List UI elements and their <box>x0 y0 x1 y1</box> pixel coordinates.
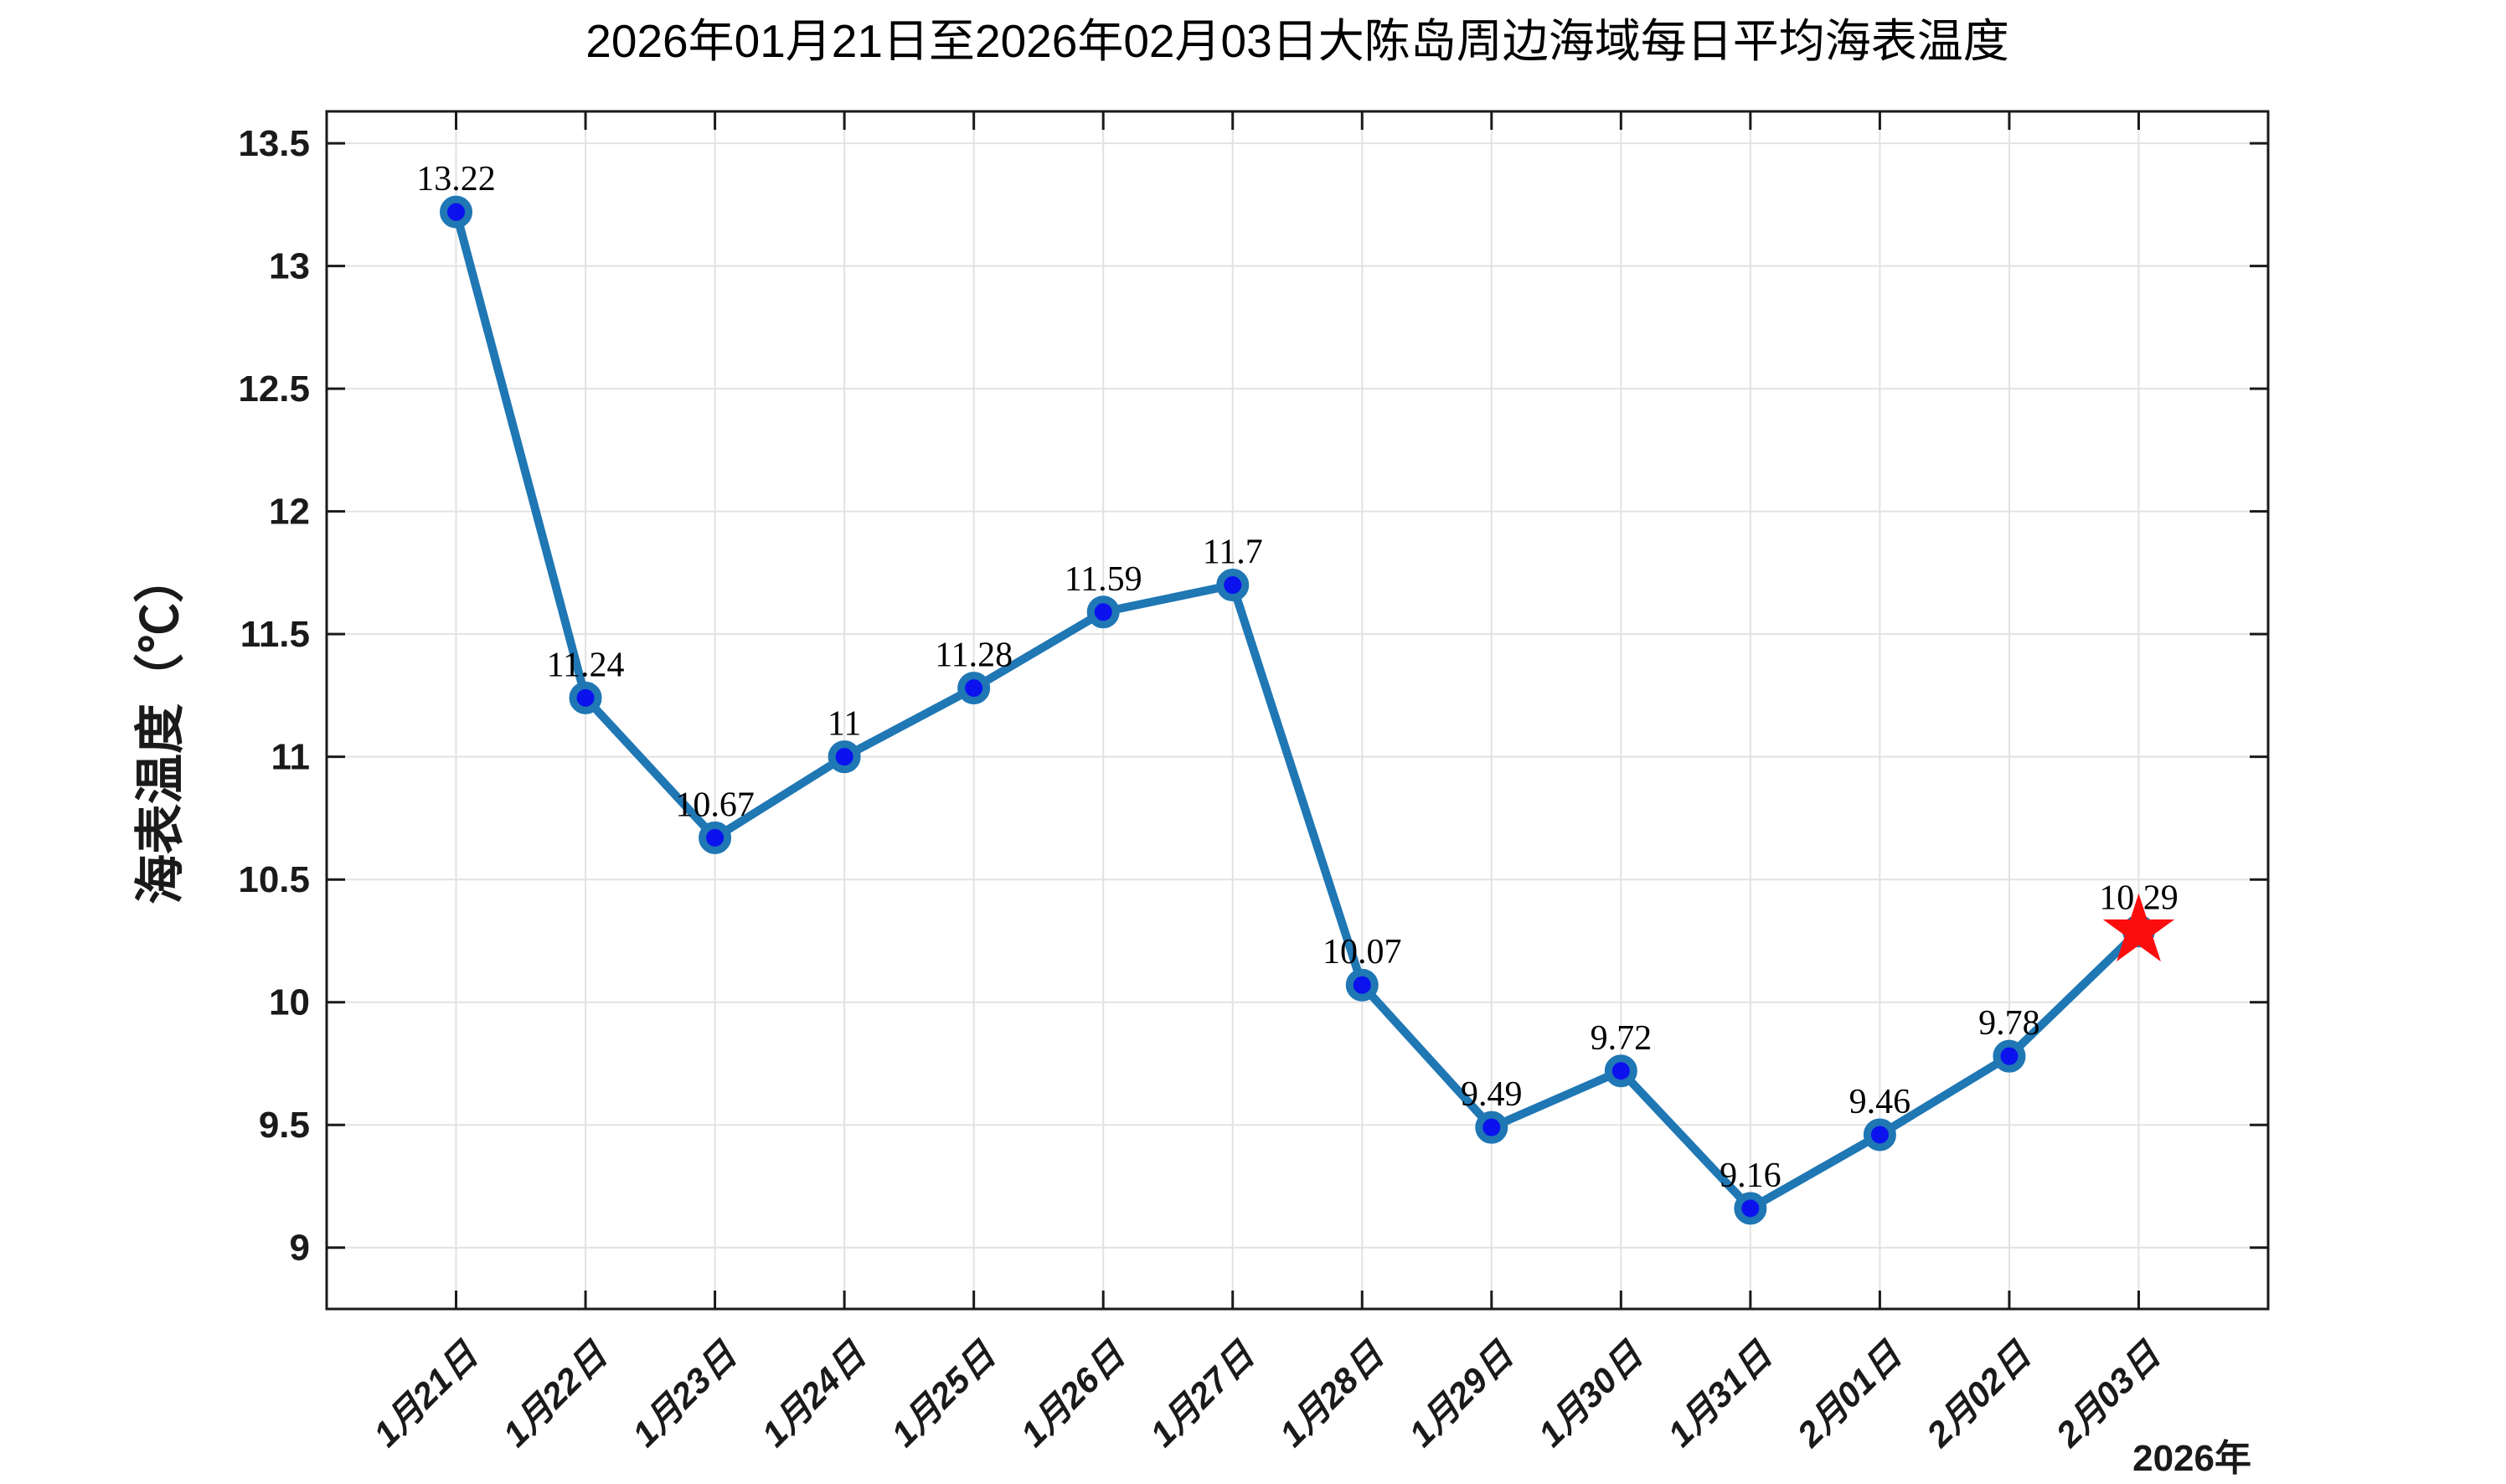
chart-title: 2026年01月21日至2026年02月03日大陈岛周边海域每日平均海表温度 <box>585 15 2008 67</box>
data-point-marker <box>1863 1118 1896 1152</box>
x-tick-label: 1月29日 <box>1401 1334 1522 1455</box>
data-point-marker <box>1604 1054 1637 1088</box>
data-point-marker <box>957 672 991 705</box>
data-point-label: 9.72 <box>1591 1019 1653 1058</box>
data-point-label: 11.7 <box>1203 533 1263 572</box>
y-tick-labels: 9 9.5 10 10.5 11 11.5 12 12.5 13 13.5 <box>238 123 310 1269</box>
x-tick-label: 1月26日 <box>1013 1334 1133 1455</box>
y-axis-label: 海表温度（℃） <box>132 553 188 904</box>
x-tick-label: 2月03日 <box>2048 1334 2168 1455</box>
y-tick-label: 9.5 <box>259 1105 310 1146</box>
axes-box <box>325 110 2270 1311</box>
x-tick-label: 1月24日 <box>754 1334 874 1455</box>
y-tick-label: 13.5 <box>238 123 310 164</box>
x-tick-label: 1月25日 <box>884 1334 1004 1455</box>
data-point-marker <box>699 821 732 854</box>
data-point-label: 9.78 <box>1978 1004 2040 1043</box>
x-tick-label: 2月01日 <box>1789 1334 1910 1455</box>
x-tick-label: 2月02日 <box>1918 1334 2039 1455</box>
x-tick-label: 1月23日 <box>625 1334 745 1455</box>
x-tick-label: 1月21日 <box>366 1334 487 1455</box>
data-point-label: 11.59 <box>1065 560 1142 599</box>
forecast-star-layer <box>2102 893 2175 962</box>
x-tick-label: 1月27日 <box>1142 1334 1263 1455</box>
data-point-marker <box>1993 1039 2026 1073</box>
data-point-marker <box>1086 595 1120 629</box>
y-tick-label: 11.5 <box>240 614 310 655</box>
data-point-marker <box>1734 1192 1767 1225</box>
data-point-marker <box>1345 968 1379 1002</box>
data-point-labels: 13.22 11.24 10.67 11 11.28 11.59 11.7 10.07 9.49… <box>416 160 2178 1195</box>
gridlines <box>327 111 2268 1309</box>
y-tick-label: 10 <box>269 982 310 1023</box>
data-point-marker <box>828 740 861 774</box>
data-point-marker <box>1475 1110 1508 1144</box>
x-tick-label: 1月31日 <box>1660 1334 1781 1455</box>
plot-border <box>325 110 2270 1311</box>
temperature-series <box>440 195 2155 1225</box>
x-tick-label: 1月30日 <box>1531 1334 1652 1455</box>
data-point-label: 9.49 <box>1461 1075 1523 1114</box>
data-point-label: 9.16 <box>1720 1157 1782 1195</box>
x-axis-year-label: 2026年 <box>2132 1438 2251 1479</box>
data-point-label: 10.67 <box>675 786 755 824</box>
data-point-label: 13.22 <box>416 160 496 198</box>
data-point-label: 11.28 <box>935 636 1013 675</box>
data-point-label: 11 <box>828 705 861 744</box>
data-point-label: 9.46 <box>1849 1083 1911 1121</box>
x-tick-label: 1月28日 <box>1271 1334 1392 1455</box>
y-tick-label: 13 <box>269 246 310 287</box>
y-tick-label: 10.5 <box>238 859 310 900</box>
y-tick-label: 11 <box>271 737 310 778</box>
data-point-marker <box>569 681 602 714</box>
x-tick-label: 1月22日 <box>495 1334 616 1455</box>
forecast-star-marker <box>2102 893 2175 962</box>
tick-marks <box>327 111 2268 1309</box>
data-point-label: 11.24 <box>547 646 625 684</box>
series-polyline <box>451 208 2143 1213</box>
y-tick-label: 12.5 <box>238 368 310 410</box>
y-tick-label: 9 <box>290 1228 310 1269</box>
data-point-label: 10.07 <box>1323 933 1402 971</box>
y-tick-label: 12 <box>269 492 310 533</box>
x-tick-labels: 1月21日 1月22日 1月23日 1月24日 1月25日 1月26日 1月27日 1月28日… <box>366 1334 2169 1455</box>
data-point-marker <box>440 195 473 229</box>
data-point-marker <box>1216 569 1250 602</box>
